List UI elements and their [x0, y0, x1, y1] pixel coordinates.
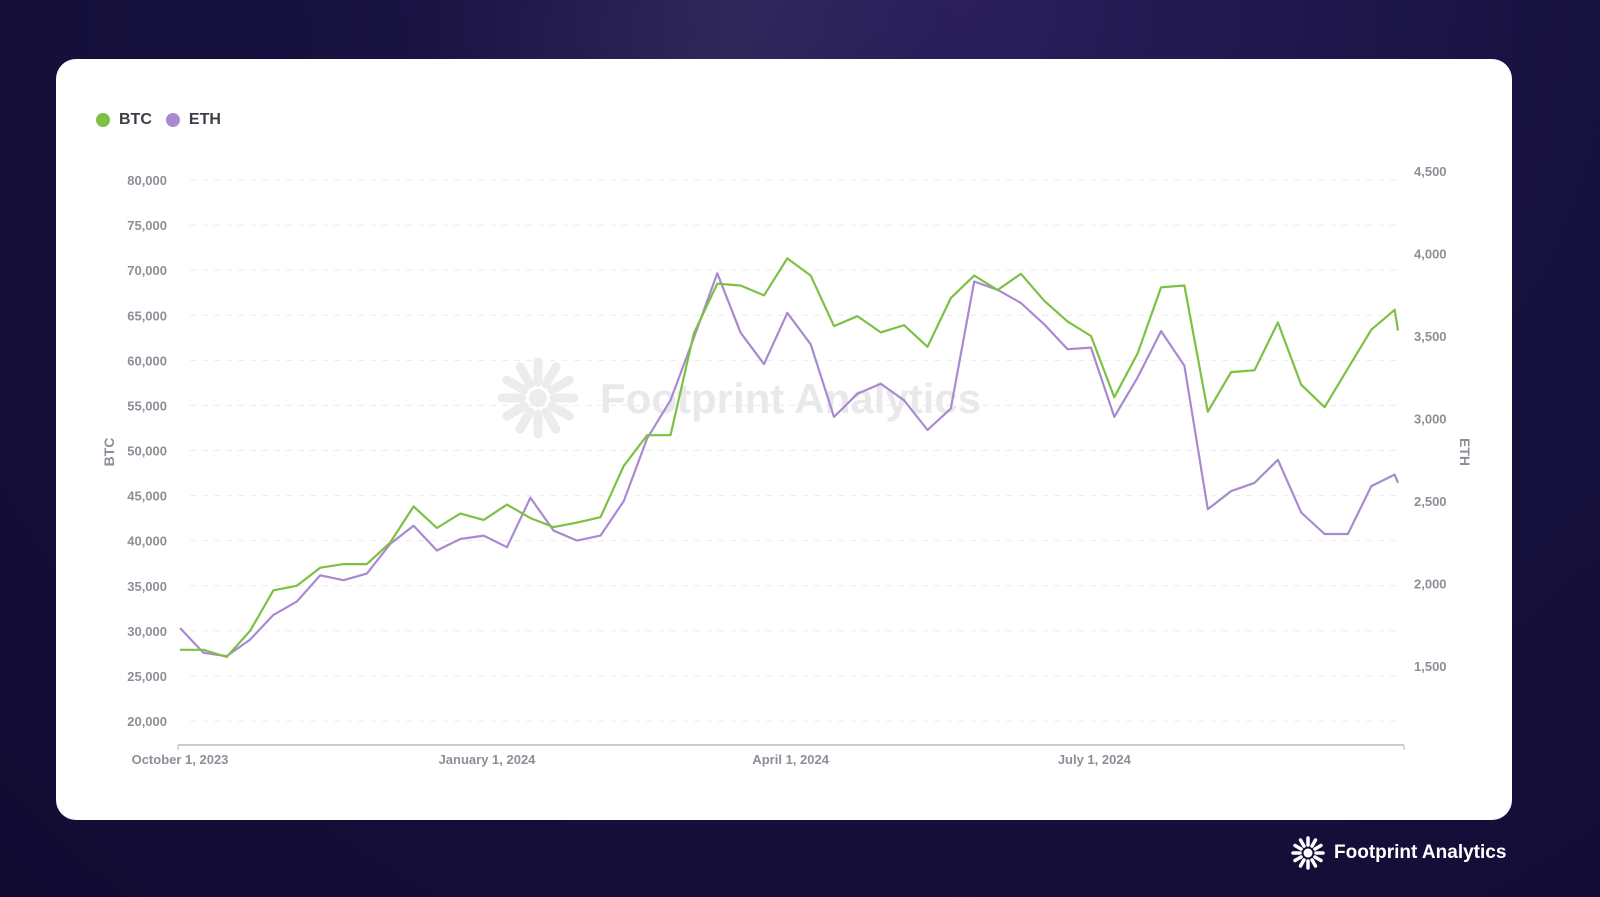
- y-left-tick-label: 60,000: [127, 353, 167, 368]
- y-right-tick-label: 1,500: [1414, 659, 1447, 674]
- y-left-axis-title: BTC: [101, 438, 117, 467]
- y-left-tick-label: 40,000: [127, 534, 167, 549]
- x-tick-label: July 1, 2024: [1058, 752, 1132, 767]
- footer-brand-name: Footprint Analytics: [1334, 842, 1507, 863]
- y-right-tick-label: 2,000: [1414, 577, 1447, 592]
- y-left-tick-label: 45,000: [127, 489, 167, 504]
- watermark-text: Footprint Analytics: [600, 375, 981, 422]
- y-left-tick-label: 50,000: [127, 444, 167, 459]
- x-tick-label: October 1, 2023: [132, 752, 229, 767]
- y-right-tick-label: 4,000: [1414, 247, 1447, 262]
- y-left-tick-label: 70,000: [127, 263, 167, 278]
- y-left-tick-label: 20,000: [127, 714, 167, 729]
- footer-brand: Footprint Analytics: [1288, 836, 1506, 870]
- chart-card: [56, 59, 1512, 820]
- footprint-logo-icon: [1291, 836, 1325, 870]
- y-left-tick-label: 55,000: [127, 398, 167, 413]
- series-lines: [179, 257, 1400, 659]
- watermark: Footprint Analytics: [497, 357, 981, 439]
- chart-legend: BTC ETH: [96, 111, 221, 129]
- y-right-axis-title: ETH: [1457, 438, 1473, 466]
- eth-legend-dot-icon: [165, 113, 180, 127]
- series-line-btc[interactable]: [180, 257, 1400, 659]
- background-decoration: [420, 0, 940, 60]
- y-left-tick-label: 65,000: [127, 308, 167, 323]
- legend-label-btc: BTC: [119, 111, 152, 128]
- series-line-eth[interactable]: [179, 272, 1400, 658]
- legend-label-eth: ETH: [188, 111, 221, 128]
- legend-item-eth[interactable]: ETH: [165, 111, 221, 129]
- y-right-tick-label: 3,500: [1414, 329, 1447, 344]
- legend-item-btc[interactable]: BTC: [96, 111, 152, 129]
- y-left-tick-label: 25,000: [127, 669, 167, 684]
- y-right-tick-label: 2,500: [1414, 494, 1447, 509]
- y-left-tick-label: 30,000: [127, 624, 167, 639]
- axes: 20,000 25,000 30,000 35,000 40,000 45,000 50,0…: [101, 164, 1473, 767]
- btc-legend-dot-icon: [96, 113, 110, 127]
- x-tick-label: April 1, 2024: [752, 752, 829, 767]
- watermark-logo-icon: [497, 357, 579, 439]
- y-right-tick-label: 4,500: [1414, 164, 1447, 179]
- y-left-tick-label: 75,000: [127, 218, 167, 233]
- y-left-tick-label: 80,000: [127, 173, 167, 188]
- x-tick-label: January 1, 2024: [439, 752, 537, 767]
- y-right-tick-label: 3,000: [1414, 412, 1447, 427]
- y-left-tick-label: 35,000: [127, 579, 167, 594]
- gridlines: [190, 179, 1400, 722]
